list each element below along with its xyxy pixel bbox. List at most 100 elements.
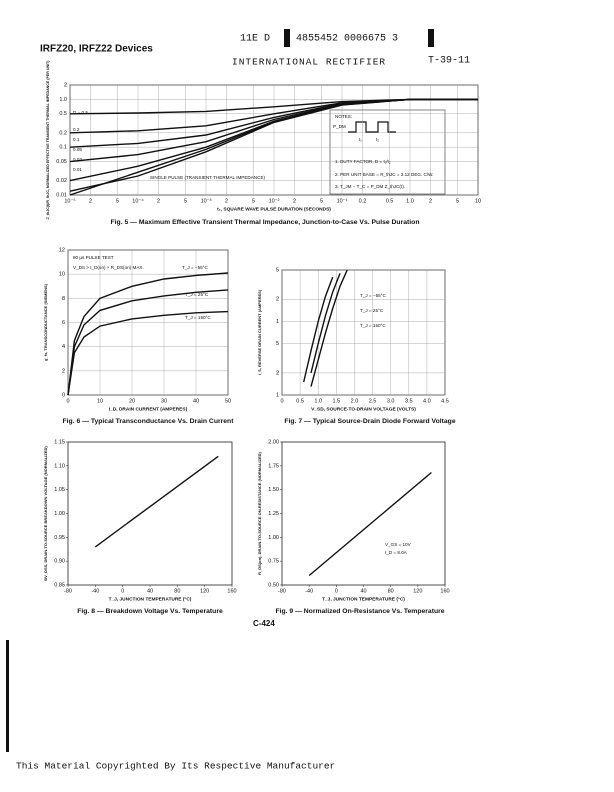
x-tick-label: 5 xyxy=(320,198,323,204)
series-label: 0.01 xyxy=(73,167,82,172)
x-tick-label: 10 xyxy=(97,398,103,404)
x-tick-label: 80 xyxy=(388,588,394,594)
y-tick-label: 0 xyxy=(62,392,65,398)
series-line xyxy=(310,269,348,387)
company: INTERNATIONAL RECTIFIER xyxy=(232,57,386,68)
series-label: 0.2 xyxy=(73,127,80,132)
series-label: 0.02 xyxy=(73,157,82,162)
code-a: 11E D xyxy=(240,34,270,45)
y-tick-label: 2 xyxy=(276,370,279,376)
y-tick-label: 0.2 xyxy=(59,130,67,136)
series-line xyxy=(310,273,341,374)
series-label: T_J = 25°C xyxy=(360,308,384,313)
y-tick-label: 1 xyxy=(276,392,279,398)
y-tick-label: 0.95 xyxy=(54,535,65,541)
x-tick-label: 2 xyxy=(89,198,92,204)
annotation: I_D = 8.0A xyxy=(385,550,408,555)
ref: T-39-11 xyxy=(428,56,470,67)
x-tick-label: 10⁻⁴ xyxy=(132,197,144,204)
x-tick-label: -40 xyxy=(305,588,313,594)
x-tick-label: 2 xyxy=(157,198,160,204)
series-label: T_J = −55°C xyxy=(360,293,387,298)
x-tick-label: 1.5 xyxy=(333,398,341,404)
series-line xyxy=(308,471,432,577)
annotation: 1. DUTY FACTOR, D = t₁/t₂ xyxy=(335,159,391,164)
series-label: T_J = 150°C xyxy=(360,323,386,328)
copyright: This Material Copyrighted By Its Respect… xyxy=(16,761,335,772)
y-tick-label: 0.85 xyxy=(54,582,65,588)
series-line xyxy=(94,455,219,548)
annotation: 3. T_JM − T_C = P_DM Z_thJC(t). xyxy=(335,184,405,189)
x-tick-label: 80 xyxy=(174,588,180,594)
x-tick-label: 160 xyxy=(440,588,449,594)
devices: IRFZ20, IRFZ22 Devices xyxy=(40,44,153,55)
y-tick-label: 0.02 xyxy=(56,178,67,184)
y-axis-label: I_S, REVERSE DRAIN CURRENT (AMPERES) xyxy=(257,289,262,375)
caption: Fig. 9 — Normalized On-Resistance Vs. Te… xyxy=(275,608,444,615)
x-tick-label: 120 xyxy=(200,588,209,594)
y-tick-label: 10 xyxy=(59,272,65,278)
y-tick-label: 8 xyxy=(62,296,65,302)
y-tick-label: 1.15 xyxy=(54,439,65,445)
x-axis-label: T_J, JUNCTION TEMPERATURE (°C) xyxy=(322,596,405,602)
y-tick-label: 1.50 xyxy=(268,487,279,493)
x-tick-label: 40 xyxy=(360,588,366,594)
y-tick-label: 0.01 xyxy=(56,192,67,198)
series-label: 0.05 xyxy=(73,147,82,152)
x-tick-label: 10⁻⁵ xyxy=(64,197,75,204)
annotation: V_DS > I_D(on) × R_DS(on) MAX. xyxy=(73,265,144,270)
series-line xyxy=(67,310,229,396)
y-tick-label: 2.00 xyxy=(268,439,279,445)
x-tick-label: 0 xyxy=(280,398,283,404)
y-tick-label: 0.5 xyxy=(59,111,67,117)
series-label: 0.1 xyxy=(73,137,80,142)
pulse-wave xyxy=(348,121,396,133)
x-tick-label: 0 xyxy=(66,398,69,404)
annotation: V_GS = 10V xyxy=(385,542,412,547)
x-tick-label: 0 xyxy=(121,588,124,594)
caption: Fig. 6 — Typical Transconductance Vs. Dr… xyxy=(63,418,235,425)
series-line xyxy=(67,289,229,396)
series-label: SINGLE PULSE (TRANSIENT THERMAL IMPEDANC… xyxy=(150,175,266,180)
x-tick-label: 4.5 xyxy=(441,398,449,404)
bar-mark xyxy=(428,29,434,47)
x-tick-label: 0 xyxy=(335,588,338,594)
y-tick-label: 1.75 xyxy=(268,463,279,469)
annotation: 2. PER UNIT BASE = R_thJC = 3.12 DEG. C/… xyxy=(335,172,433,177)
x-axis-label: V_SD, SOURCE-TO-DRAIN VOLTAGE (VOLTS) xyxy=(311,406,416,412)
y-tick-label: 1 xyxy=(276,319,279,325)
x-tick-label: 2 xyxy=(225,198,228,204)
y-tick-label: 2 xyxy=(64,82,67,88)
y-tick-label: 5 xyxy=(276,341,279,347)
x-tick-label: -80 xyxy=(64,588,72,594)
annotation: t₁ xyxy=(359,137,362,142)
y-tick-label: 0.05 xyxy=(56,159,67,165)
x-tick-label: 3.5 xyxy=(405,398,413,404)
x-tick-label: 120 xyxy=(413,588,422,594)
y-axis-label: g_fs, TRANSCONDUCTANCE (SIEMENS) xyxy=(43,283,48,361)
x-tick-label: 0.5 xyxy=(296,398,304,404)
series-line xyxy=(69,98,478,192)
y-tick-label: 1.0 xyxy=(59,97,67,103)
y-axis-label: Z_thJC(t)/R_thJC, NORMALIZED EFFECTIVE T… xyxy=(46,60,50,220)
x-tick-label: 5 xyxy=(456,198,459,204)
page-number: C-424 xyxy=(253,619,275,628)
y-axis-label: BV_DSS, DRAIN-TO-SOURCE BREAKDOWN VOLTAG… xyxy=(43,446,48,581)
caption: Fig. 7 — Typical Source-Drain Diode Forw… xyxy=(284,418,455,425)
x-tick-label: 2.5 xyxy=(369,398,377,404)
x-tick-label: 1.0 xyxy=(406,198,414,204)
x-axis-label: t₁, SQUARE WAVE PULSE DURATION (SECONDS) xyxy=(217,206,331,212)
annotation: t₂ xyxy=(376,137,379,142)
annotation: P_DM xyxy=(333,124,346,129)
series-label: T_J = 150°C xyxy=(185,315,211,320)
y-tick-label: 12 xyxy=(59,247,65,253)
x-tick-label: 5 xyxy=(252,198,255,204)
x-tick-label: 1.0 xyxy=(314,398,322,404)
series-label: D = 0.5 xyxy=(73,110,88,115)
scan-bar xyxy=(6,640,9,752)
y-tick-label: 0.90 xyxy=(54,559,65,565)
y-tick-label: 0.1 xyxy=(59,145,67,151)
x-tick-label: 160 xyxy=(227,588,236,594)
y-tick-label: 1.05 xyxy=(54,487,65,493)
